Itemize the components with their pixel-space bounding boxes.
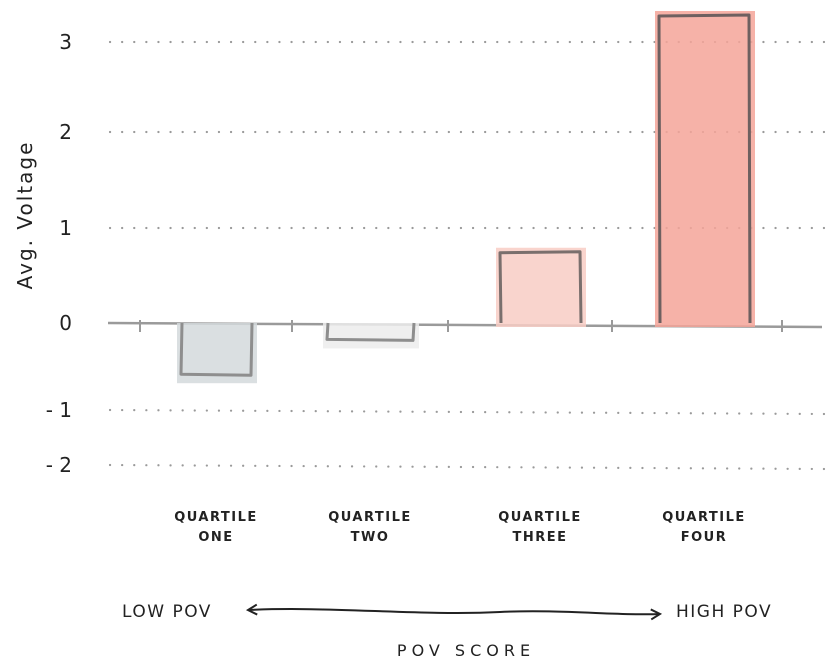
bar-outline bbox=[498, 250, 583, 324]
pov-arrow: LOW POV HIGH POV bbox=[122, 602, 772, 622]
y-tick-label: 2 bbox=[59, 120, 72, 144]
bar-outline bbox=[325, 322, 416, 342]
bar-outline bbox=[179, 322, 254, 377]
category-label: QUARTILE bbox=[662, 510, 746, 525]
bar bbox=[177, 322, 257, 384]
bar-fill bbox=[323, 323, 419, 349]
gridline bbox=[108, 408, 827, 416]
category-label: TWO bbox=[351, 530, 390, 545]
bars bbox=[177, 11, 755, 384]
high-pov-label: HIGH POV bbox=[676, 602, 772, 622]
category-label: ONE bbox=[198, 530, 233, 545]
category-labels: QUARTILE ONE QUARTILE TWO QUARTILE THREE QUART… bbox=[174, 510, 746, 545]
category-label: THREE bbox=[512, 530, 567, 545]
category-label: QUARTILE bbox=[498, 510, 582, 525]
category-label: FOUR bbox=[681, 530, 728, 545]
bar-fill bbox=[655, 11, 755, 327]
gridline bbox=[108, 463, 827, 471]
y-tick-label: 1 bbox=[59, 216, 72, 240]
bar bbox=[655, 11, 755, 327]
y-tick-label: - 1 bbox=[46, 398, 72, 422]
bar-outline bbox=[657, 13, 752, 324]
y-tick-label: 0 bbox=[59, 311, 72, 335]
y-tick-label: - 2 bbox=[46, 453, 72, 477]
pov-arrow-line bbox=[248, 609, 660, 614]
bar bbox=[496, 247, 586, 327]
bar-fill bbox=[496, 247, 586, 327]
y-tick-labels: 3 2 1 0 - 1 - 2 bbox=[46, 30, 72, 477]
bar bbox=[323, 322, 419, 349]
low-pov-label: LOW POV bbox=[122, 602, 212, 622]
category-label: QUARTILE bbox=[328, 510, 412, 525]
y-tick-label: 3 bbox=[59, 30, 72, 54]
category-label: QUARTILE bbox=[174, 510, 258, 525]
y-axis-label: Avg. Voltage bbox=[13, 141, 37, 290]
x-axis-label: POV SCORE bbox=[397, 641, 535, 660]
